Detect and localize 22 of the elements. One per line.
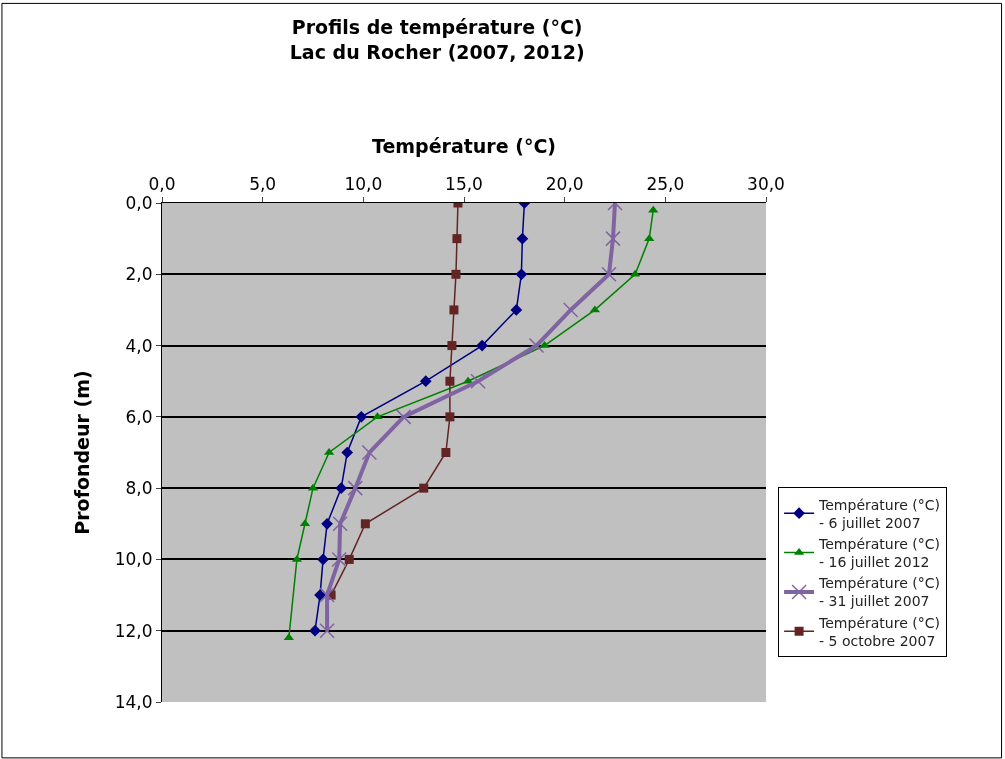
x-tick-label: 15,0 xyxy=(445,174,483,195)
y-tick-label: 14,0 xyxy=(114,691,153,712)
legend-label: Température (°C) - 5 octobre 2007 xyxy=(818,614,940,649)
legend-label: Température (°C) - 31 juillet 2007 xyxy=(818,575,940,610)
x-tick-label: 25,0 xyxy=(646,174,685,195)
legend-label: Température (°C) - 16 juillet 2012 xyxy=(818,535,940,571)
y-tick-label: 2,0 xyxy=(125,264,153,285)
y-tick-label: 10,0 xyxy=(114,549,153,570)
x-tick-label: 30,0 xyxy=(747,174,785,195)
chart-title: Profils de température (°C) Lac du Rocher (2007, 2012) xyxy=(289,16,585,63)
x-tick-label: 0,0 xyxy=(148,174,176,195)
x-axis-title: Température (°C) xyxy=(371,135,557,158)
x-tick-label: 20,0 xyxy=(545,174,584,195)
y-tick-label: 8,0 xyxy=(125,478,153,499)
y-tick-label: 12,0 xyxy=(114,620,153,641)
x-tick-label: 10,0 xyxy=(344,174,383,195)
y-axis-title: Profondeur (m) xyxy=(70,370,93,535)
y-tick-label: 4,0 xyxy=(125,335,153,356)
y-tick-label: 6,0 xyxy=(125,406,153,427)
y-tick-label: 0,0 xyxy=(125,192,153,213)
legend-label: Température (°C) - 6 juillet 2007 xyxy=(818,496,940,531)
x-tick-label: 5,0 xyxy=(249,174,277,195)
